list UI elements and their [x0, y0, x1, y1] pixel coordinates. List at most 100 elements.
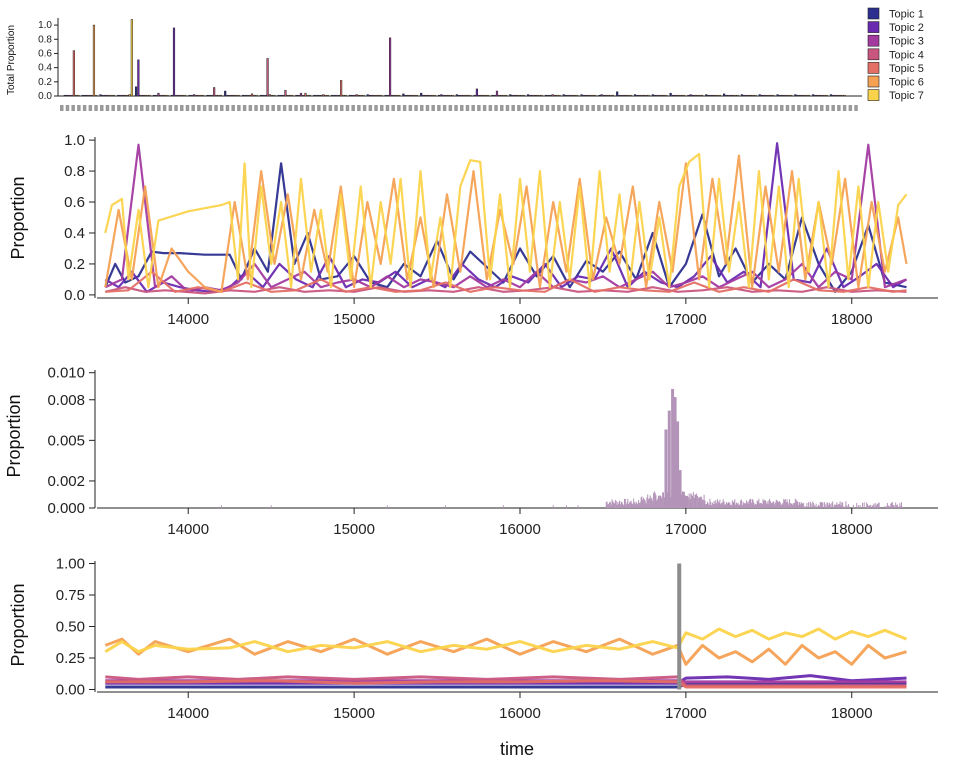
bar-topic-4 [551, 94, 554, 97]
x-tick-label-mark [340, 105, 344, 111]
series-line-topic-5 [105, 679, 907, 689]
bar-topic-2 [351, 94, 354, 97]
bar-topic-5 [696, 94, 699, 97]
bar-topic-7 [130, 19, 133, 97]
bar-topic-1 [491, 94, 494, 97]
bar-topic-3 [442, 94, 445, 97]
x-tick-label-mark [397, 105, 401, 111]
x-tick-label-mark [231, 105, 235, 111]
x-tick-label-mark [134, 105, 138, 111]
x-tick-label-mark [391, 105, 395, 111]
x-tick-label-mark [671, 105, 675, 111]
bar-topic-5 [179, 94, 182, 97]
bar-topic-6 [146, 94, 149, 97]
bar-topic-7 [77, 94, 80, 97]
bar-topic-7 [255, 94, 258, 97]
x-tick-label-mark [574, 105, 578, 111]
x-tick-label-mark [65, 105, 70, 111]
legend-swatch [867, 34, 880, 47]
bar-topic-1 [437, 94, 441, 97]
x-tick-label-mark [785, 105, 790, 111]
bar-topic-7 [647, 94, 650, 97]
bar-topic-3 [157, 92, 160, 97]
bar-topic-5 [233, 94, 236, 97]
x-tick-label-mark [260, 105, 264, 111]
x-tick-label-mark [191, 105, 195, 111]
dist-peak-bar [684, 495, 688, 508]
bar-topic-6 [573, 94, 577, 97]
bar-topic-2 [66, 94, 69, 97]
x-tick-label-mark [780, 105, 784, 111]
smoothed-topic-panel: 14000 15000 16000 17000 18000 0.00 0.25 0.50 0.7… [8, 556, 938, 759]
bar-topic-3 [620, 94, 623, 97]
bar-topic-2 [654, 94, 657, 97]
bar-topic-3 [727, 94, 730, 97]
bar-topic-7 [95, 94, 98, 97]
x-tick-label-mark [100, 105, 104, 111]
bar-topic-7 [504, 94, 508, 97]
bar-topic-3 [495, 90, 499, 97]
x-tick-label-mark [465, 105, 470, 111]
legend-label: Topic 2 [889, 22, 924, 34]
x-tick-label-mark [540, 105, 544, 111]
x-tick-label-mark [265, 105, 270, 111]
x-tick-label-mark [442, 105, 447, 111]
bar-topic-3 [513, 94, 516, 97]
x-tick-label-mark [665, 105, 670, 111]
y-tick-label: 0.8 [64, 163, 85, 180]
bar-topic-1 [331, 94, 334, 97]
y-tick-label: 0.25 [56, 650, 85, 667]
bar-topic-3 [602, 94, 605, 97]
bar-topic-4 [569, 94, 572, 97]
x-tick-label-mark [625, 105, 630, 111]
x-tick-label-mark [614, 105, 618, 111]
x-tick-label-mark [717, 105, 721, 111]
bar-topic-2 [636, 94, 639, 97]
bar-topic-6 [199, 94, 202, 97]
x-tick-label-mark [837, 105, 841, 111]
bar-topic-3 [549, 94, 552, 97]
bar-topic-4 [213, 87, 216, 97]
legend-label: Topic 3 [889, 36, 924, 48]
x-tick-label-mark [528, 105, 533, 111]
bar-topic-5 [553, 94, 557, 97]
bar-topic-2 [172, 27, 176, 97]
x-tick-label-mark [288, 105, 293, 111]
x-tick-label: 18000 [831, 521, 873, 538]
x-tick-label-mark [282, 105, 287, 111]
bar-topic-2 [315, 94, 318, 97]
bar-topic-4 [248, 94, 251, 97]
x-tick-label-mark [688, 105, 693, 111]
bar-topic-2 [208, 94, 211, 97]
x-tick-label: 18000 [831, 705, 873, 722]
x-tick-label-mark [505, 105, 510, 111]
bar-topic-1 [259, 94, 262, 97]
bar-topic-7 [219, 94, 223, 97]
x-tick-label-mark [494, 105, 498, 111]
bar-topic-5 [500, 94, 503, 97]
bar-topic-3 [299, 92, 303, 97]
bar-topic-5 [536, 94, 539, 97]
x-tick-label-mark [248, 105, 253, 111]
x-tick-label: 18000 [831, 311, 873, 328]
x-tick-label-mark [734, 105, 738, 111]
x-tick-label-mark [271, 105, 275, 111]
bar-topic-6 [75, 94, 78, 97]
x-tick-label-mark [408, 105, 413, 111]
bar-topic-6 [841, 94, 844, 97]
x-tick-label-mark [745, 105, 750, 111]
x-tick-label-mark [437, 105, 441, 111]
x-tick-label-mark [677, 105, 681, 111]
bar-topic-3 [584, 94, 588, 97]
bar-topic-1 [366, 94, 369, 97]
y-tick-label: 1.00 [56, 556, 85, 573]
x-tick-label-mark [477, 105, 481, 111]
bar-topic-6 [787, 94, 790, 97]
bar-topic-2 [422, 94, 425, 97]
bar-topic-3 [228, 94, 231, 97]
x-tick-label-mark [637, 105, 641, 111]
bar-topic-5 [625, 94, 628, 97]
x-tick-label-mark [111, 105, 115, 111]
bar-topic-6 [627, 94, 630, 97]
bar-topic-3 [834, 94, 837, 97]
